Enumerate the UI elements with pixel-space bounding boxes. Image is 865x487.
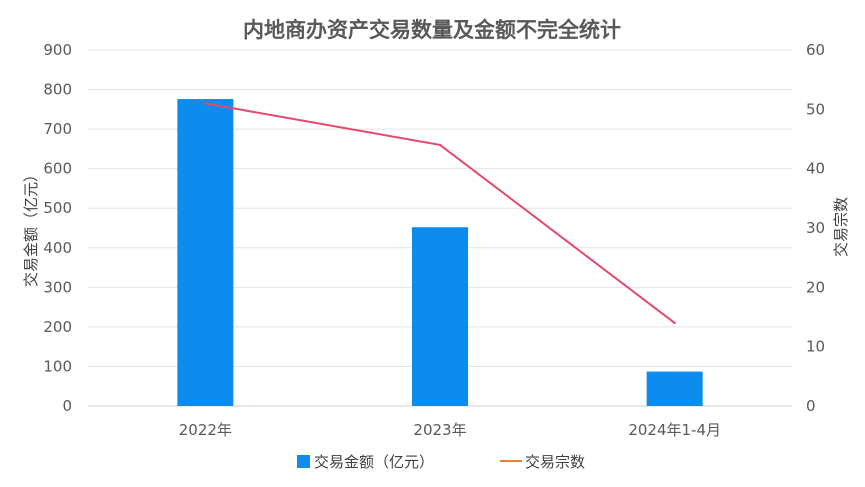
bar [646, 371, 703, 406]
y2-tick-label: 20 [806, 278, 825, 296]
chart-title: 内地商办资产交易数量及金额不完全统计 [243, 18, 621, 42]
legend: 交易金额（亿元） 交易宗数 [297, 453, 585, 471]
x-tick-label: 2024年1-4月 [628, 421, 721, 439]
y-axis-title: 交易金额（亿元） [22, 167, 40, 287]
y-tick-label: 400 [43, 239, 72, 257]
y2-tick-label: 10 [806, 338, 825, 356]
y2-tick-label: 40 [806, 160, 825, 178]
y2-axis-title: 交易宗数 [832, 197, 850, 257]
y-tick-label: 500 [43, 199, 72, 217]
line-point [673, 321, 676, 325]
y-tick-label: 0 [62, 397, 72, 415]
line-point [204, 102, 207, 105]
x-axis-ticks: 2022年 2023年 2024年1-4月 [179, 421, 721, 439]
y-tick-label: 900 [43, 41, 72, 59]
line-series [204, 102, 676, 325]
legend-bar-swatch [297, 455, 310, 468]
y-tick-label: 600 [43, 160, 72, 178]
right-axis-ticks: 0 10 20 30 40 50 60 [806, 41, 825, 415]
y2-tick-label: 50 [806, 100, 825, 118]
y-tick-label: 700 [43, 120, 72, 138]
y2-tick-label: 60 [806, 41, 825, 59]
x-tick-label: 2022年 [179, 421, 232, 439]
y-tick-label: 200 [43, 318, 72, 336]
y2-tick-label: 0 [806, 397, 816, 415]
y-tick-label: 300 [43, 278, 72, 296]
y-tick-label: 100 [43, 357, 72, 375]
legend-bar-label: 交易金额（亿元） [314, 453, 434, 471]
bar-series [177, 99, 703, 406]
y-tick-label: 800 [43, 81, 72, 99]
bar [177, 99, 234, 406]
bar [412, 227, 468, 406]
left-axis-ticks: 0 100 200 300 400 500 600 700 800 900 [43, 41, 72, 415]
legend-line-label: 交易宗数 [525, 453, 585, 471]
x-tick-label: 2023年 [413, 421, 466, 439]
line-point [438, 143, 442, 147]
y2-tick-label: 30 [806, 219, 825, 237]
